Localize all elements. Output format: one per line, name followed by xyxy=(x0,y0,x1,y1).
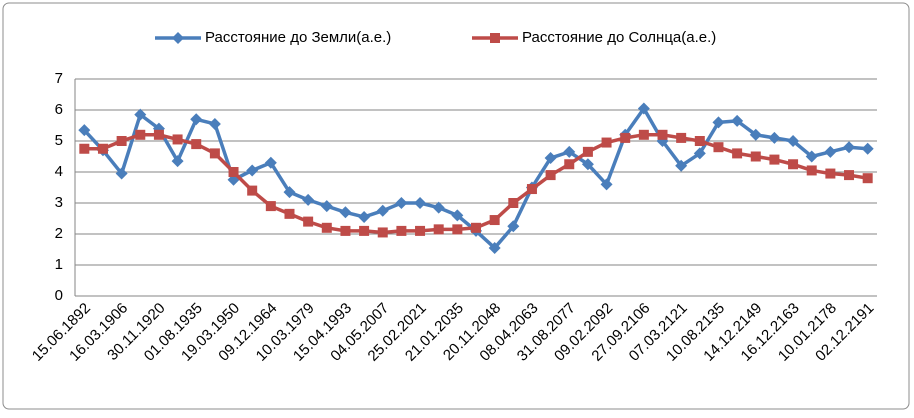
chart-frame xyxy=(2,2,910,410)
point-marker xyxy=(843,141,856,154)
y-tick-label: 1 xyxy=(55,256,63,273)
point-marker xyxy=(806,165,817,176)
point-marker xyxy=(787,135,800,147)
point-marker xyxy=(377,227,388,238)
point-marker xyxy=(153,129,164,140)
point-marker xyxy=(582,146,593,157)
point-marker xyxy=(264,156,277,169)
point-marker xyxy=(451,209,464,222)
point-marker xyxy=(359,225,370,236)
y-tick-label: 4 xyxy=(55,163,63,180)
point-marker xyxy=(209,148,220,159)
point-marker xyxy=(844,170,855,181)
point-marker xyxy=(247,185,258,196)
y-tick-label: 5 xyxy=(55,132,63,149)
point-marker xyxy=(489,215,500,226)
point-marker xyxy=(415,225,426,236)
y-tick-label: 3 xyxy=(55,194,63,211)
point-marker xyxy=(320,200,333,213)
point-marker xyxy=(676,132,687,143)
point-marker xyxy=(339,206,352,219)
point-marker xyxy=(321,222,332,233)
point-marker xyxy=(694,136,705,146)
y-tick-label: 7 xyxy=(55,70,63,87)
point-marker xyxy=(545,170,556,181)
point-marker xyxy=(302,193,315,206)
point-marker xyxy=(749,128,762,141)
point-marker xyxy=(620,132,631,143)
point-marker xyxy=(825,168,836,179)
point-marker xyxy=(190,113,203,126)
point-marker xyxy=(861,142,874,155)
point-marker xyxy=(246,164,259,177)
point-marker xyxy=(471,222,481,233)
point-marker xyxy=(414,197,427,209)
point-marker xyxy=(769,154,780,165)
point-marker xyxy=(116,136,127,146)
point-marker xyxy=(750,151,761,162)
y-tick-label: 2 xyxy=(55,225,63,242)
point-marker xyxy=(396,225,407,236)
legend-label: Расстояние до Земли(а.е.) xyxy=(205,29,391,46)
point-marker xyxy=(78,124,91,137)
point-marker xyxy=(731,114,744,127)
point-marker xyxy=(544,152,557,165)
point-marker xyxy=(340,225,351,236)
point-marker xyxy=(208,117,221,130)
point-marker xyxy=(115,167,128,180)
point-marker xyxy=(284,208,295,219)
point-marker xyxy=(526,184,537,195)
point-marker xyxy=(601,137,612,148)
point-marker xyxy=(191,139,202,150)
point-marker xyxy=(283,186,296,199)
point-marker xyxy=(563,145,576,158)
legend-marker xyxy=(172,32,184,44)
point-marker xyxy=(265,201,276,212)
point-marker xyxy=(376,204,389,217)
point-marker xyxy=(97,143,108,154)
legend-marker xyxy=(490,33,500,43)
series xyxy=(79,129,873,238)
point-marker xyxy=(581,158,594,171)
y-tick-label: 0 xyxy=(55,287,63,304)
point-marker xyxy=(637,102,650,115)
point-marker xyxy=(657,129,668,140)
point-marker xyxy=(508,198,519,208)
legend-label: Расстояние до Солнца(а.е.) xyxy=(522,29,716,46)
point-marker xyxy=(134,108,147,121)
point-marker xyxy=(824,145,837,158)
point-marker xyxy=(712,116,725,129)
point-marker xyxy=(488,241,501,254)
point-marker xyxy=(228,167,239,177)
point-marker xyxy=(600,178,613,191)
point-marker xyxy=(507,220,520,233)
point-marker xyxy=(395,197,408,209)
point-marker xyxy=(432,201,445,214)
point-marker xyxy=(768,131,781,144)
point-marker xyxy=(433,224,444,235)
point-marker xyxy=(638,129,649,140)
point-marker xyxy=(135,129,146,140)
y-tick-label: 6 xyxy=(55,101,63,118)
point-marker xyxy=(79,143,90,154)
point-marker xyxy=(675,159,688,172)
point-marker xyxy=(358,210,371,223)
point-marker xyxy=(788,159,799,170)
point-marker xyxy=(732,148,743,159)
point-marker xyxy=(805,150,818,163)
point-marker xyxy=(172,134,183,145)
point-marker xyxy=(862,173,873,184)
point-marker xyxy=(713,142,724,153)
point-marker xyxy=(693,147,706,160)
point-marker xyxy=(564,159,575,170)
point-marker xyxy=(452,224,463,235)
point-marker xyxy=(171,155,184,168)
point-marker xyxy=(303,216,314,227)
